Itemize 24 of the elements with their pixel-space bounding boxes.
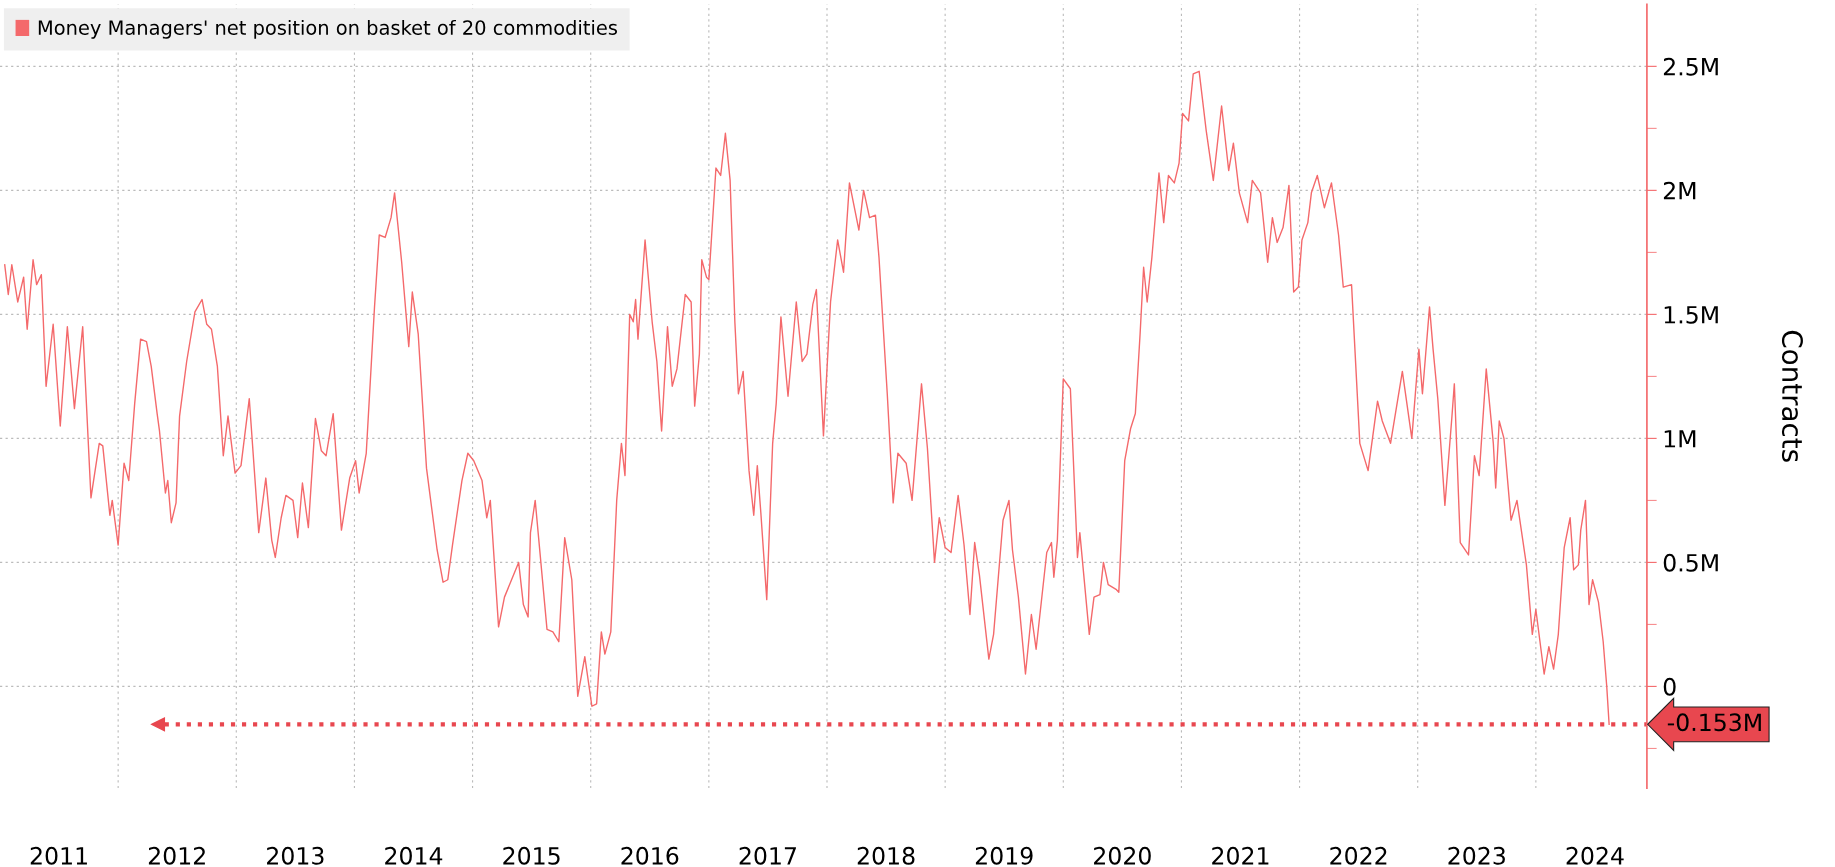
ref-line-label: -0.153M (1667, 713, 1761, 732)
y-tick-label: 2.5M (1663, 57, 1718, 76)
x-tick-label: 2020 (1094, 846, 1151, 865)
legend-label: Money Managers' net position on basket of 20 commodities (38, 19, 618, 39)
x-tick-label: 2015 (503, 846, 560, 865)
x-tick-label: 2014 (385, 846, 443, 865)
y-tick-label: 1.5M (1664, 306, 1718, 324)
line-series (4, 70, 1610, 726)
y-tick-label: 1M (1664, 430, 1696, 448)
x-tick-label: 2018 (857, 846, 915, 865)
x-tick-label: 2016 (621, 846, 679, 865)
x-tick-label: 2017 (739, 846, 796, 865)
x-tick-label: 2012 (148, 846, 205, 865)
x-tick-label: 2024 (1566, 846, 1624, 865)
x-tick-label: 2013 (267, 846, 324, 865)
x-tick-label: 2023 (1448, 846, 1505, 865)
x-tick-label: 2019 (975, 846, 1033, 865)
x-tick-label: 2021 (1212, 846, 1269, 865)
y-axis-title: Contracts (1781, 330, 1803, 462)
y-tick-label: 0 (1663, 677, 1676, 696)
x-tick-label: 2022 (1330, 846, 1387, 865)
y-tick-label: 2M (1663, 181, 1696, 200)
x-tick-label: 2011 (30, 846, 87, 865)
y-tick-label: 0.5M (1663, 553, 1718, 572)
